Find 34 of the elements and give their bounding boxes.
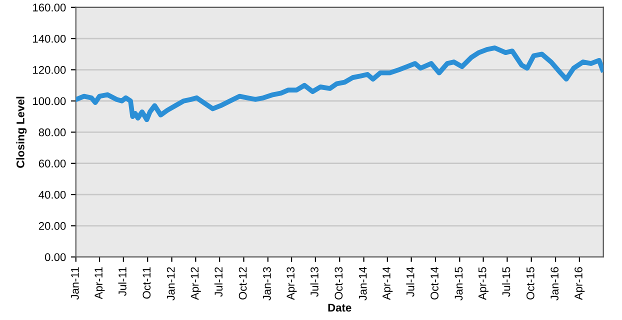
y-axis-title: Closing Level (16, 96, 27, 168)
x-tick-label: Jan-16 (550, 267, 559, 300)
x-tick-label: Jan-13 (263, 267, 271, 300)
x-tick-label: Apr-15 (478, 267, 488, 300)
y-tick-label: 40.00 (38, 190, 66, 199)
y-tick-label: 80.00 (38, 128, 66, 136)
x-tick-label: Oct-15 (526, 267, 534, 300)
x-tick-label: Apr-11 (94, 267, 105, 300)
y-tick-label: 60.00 (38, 160, 66, 168)
y-tick-label: 100.00 (33, 97, 66, 106)
x-tick-label: Apr-13 (286, 267, 297, 300)
line-series (76, 45, 604, 122)
x-tick-label: Jul-12 (214, 267, 223, 297)
x-tick-label: Jan-14 (359, 267, 367, 300)
x-tick-label: Jul-13 (310, 267, 318, 297)
y-tick-label: 20.00 (38, 222, 66, 230)
x-tick-label: Oct-12 (238, 267, 247, 300)
x-tick-label: Jan-15 (454, 267, 463, 300)
x-tick-label: Jan-12 (166, 267, 175, 300)
x-tick-label: Apr-16 (574, 267, 585, 300)
y-tick-label: 140.00 (33, 34, 66, 43)
x-tick-label: Oct-11 (142, 267, 151, 299)
x-tick-label: Jul-11 (118, 267, 126, 296)
x-tick-label: Jan-11 (71, 267, 79, 300)
y-tick-label: 0.00 (44, 253, 66, 262)
x-tick-label: Oct-14 (430, 267, 438, 300)
x-tick-label: Jul-15 (502, 267, 510, 297)
x-tick-label: Apr-12 (190, 267, 201, 300)
x-tick-label: Oct-13 (334, 267, 343, 300)
y-tick-label: 160.00 (33, 4, 66, 12)
x-tick-label: Jul-14 (406, 267, 414, 297)
x-tick-label: Apr-14 (382, 267, 393, 300)
y-tick-label: 120.00 (33, 66, 66, 74)
x-axis-title: Date (328, 304, 352, 312)
